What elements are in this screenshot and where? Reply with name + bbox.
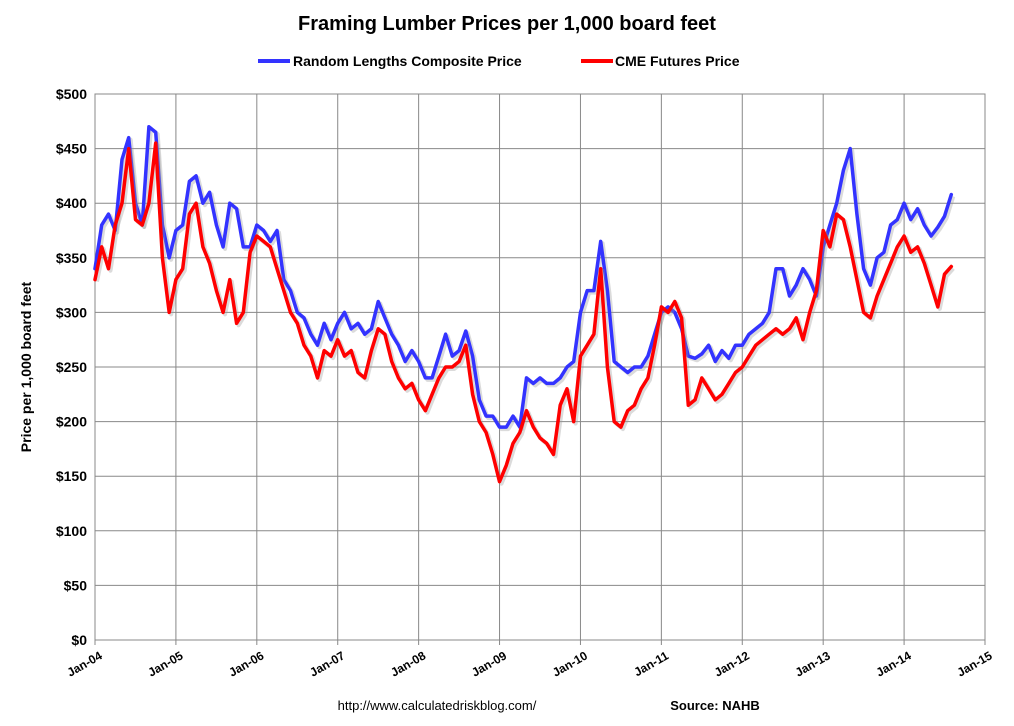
series-line-cme-futures [93,141,954,484]
plot-border [94,93,986,641]
x-tick-label: Jan-07 [307,648,347,679]
chart-title: Framing Lumber Prices per 1,000 board fe… [298,13,716,35]
y-tick-label: $300 [56,304,87,320]
x-tick-label: Jan-15 [955,648,995,679]
x-tick-label: Jan-05 [145,648,185,679]
series-shadow [95,143,955,486]
legend-label-cme-futures: CME Futures Price [615,53,740,69]
x-tick-label: Jan-11 [632,648,672,679]
y-tick-label: $50 [64,577,88,593]
series-line-random-lengths [93,125,954,429]
footer-source: Source: NAHB [670,698,760,713]
y-tick-label: $100 [56,523,87,539]
x-tick-label: Jan-13 [793,648,833,679]
y-tick-label: $400 [56,195,87,211]
y-tick-label: $200 [56,414,87,430]
y-tick-label: $250 [56,359,87,375]
y-axis-title: Price per 1,000 board feet [18,281,34,452]
legend: Random Lengths Composite Price CME Futur… [258,53,740,69]
x-tick-label: Jan-09 [469,648,509,679]
y-tick-label: $500 [56,86,87,102]
y-tick-label: $150 [56,468,87,484]
x-tick-label: Jan-14 [874,648,914,679]
y-tick-label: $350 [56,250,87,266]
y-tick-label: $0 [71,632,87,648]
x-tick-label: Jan-04 [65,648,105,679]
y-tick-label: $450 [56,141,87,157]
footer-url: http://www.calculatedriskblog.com/ [338,698,537,713]
x-tick-label: Jan-12 [712,648,752,679]
legend-label-random-lengths: Random Lengths Composite Price [293,53,522,69]
series-lines [93,125,956,486]
x-tick-label: Jan-10 [550,648,590,679]
x-axis-ticks: Jan-04 Jan-05 Jan-06 Jan-07 Jan-08 Jan-09 Jan-… [65,648,995,679]
grid [94,93,986,645]
y-axis-ticks: $0 $50 $100 $150 $200 $250 $300 $350 $400 $450 $50… [56,86,87,648]
x-tick-label: Jan-08 [388,648,428,679]
x-tick-label: Jan-06 [226,648,266,679]
